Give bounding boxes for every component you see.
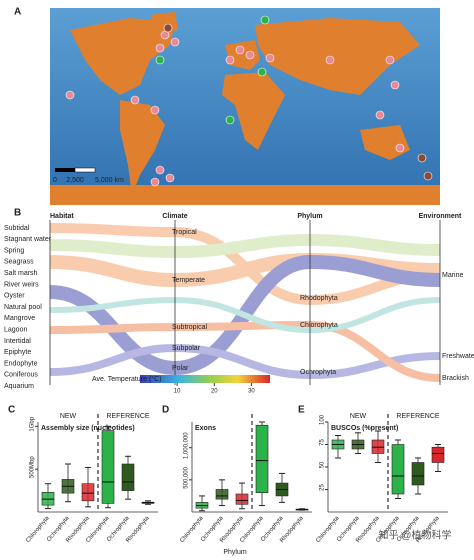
box [101, 430, 115, 504]
climate-label: Polar [172, 365, 189, 372]
y-tick-label: 25 [320, 484, 326, 491]
climate-label: Tropical [172, 229, 197, 236]
colorbar-tick-label: 20 [211, 389, 218, 395]
panel-label: C [8, 405, 15, 416]
environment-label: Marine [442, 272, 464, 279]
column-header: Environment [419, 213, 462, 220]
flows [49, 223, 441, 382]
y-tick-label: 500Mbp [30, 456, 36, 478]
box [235, 493, 249, 505]
group-label: NEW [60, 413, 77, 420]
watermark: 知乎 @植物科学 [379, 529, 452, 542]
phylum-label: Ochrophyta [300, 369, 336, 376]
group-label: REFERENCE [106, 413, 150, 420]
column-header: Habitat [50, 213, 74, 220]
habitat-label: River weirs [4, 281, 39, 288]
phylum-label: Chlorophyta [300, 322, 338, 329]
habitat-label: Coniferous [4, 372, 38, 379]
habitat-label: Salt marsh [4, 270, 38, 277]
colorbar-tick-label: 30 [248, 389, 255, 395]
group-label: REFERENCE [396, 413, 440, 420]
habitat-label: Oyster [4, 293, 25, 300]
panel-label: B [14, 208, 21, 219]
climate-label: Temperate [172, 277, 205, 284]
colorbar-tick-label: 10 [174, 389, 181, 395]
habitat-label: Stagnant water [4, 236, 52, 243]
axis-lines [49, 220, 441, 385]
y-tick-label: 1,000,000 [184, 432, 190, 459]
box [391, 444, 405, 495]
habitat-label: Aquarium [4, 383, 34, 390]
panel-label: D [162, 405, 169, 416]
y-tick-label: 50 [320, 461, 326, 468]
scale-label: 5,000 km [95, 177, 124, 184]
panel-label: E [298, 405, 305, 416]
scale-label: 0 [53, 177, 57, 184]
box [121, 463, 135, 491]
scale-label: 2,500 [66, 177, 84, 184]
y-tick-label: 100 [320, 414, 326, 425]
habitat-label: Endophyte [4, 360, 38, 367]
y-tick-label: 75 [320, 439, 326, 446]
column-header: Phylum [297, 213, 322, 220]
habitat-label: Natural pool [4, 304, 42, 311]
box [81, 483, 95, 502]
habitat-label: Seagrass [4, 259, 34, 266]
panel-label: A [14, 7, 21, 18]
box [431, 446, 445, 463]
box [215, 489, 229, 500]
phylum-label: Rhodophyta [300, 295, 338, 302]
habitat-label: Epiphyte [4, 349, 31, 356]
colorbar-title: Ave. Temperature (°C) [92, 375, 161, 383]
y-tick-label: 1Gbp [30, 416, 36, 431]
panel-title: Assembly size (nucleotides) [41, 425, 135, 432]
scale-bar [74, 167, 96, 173]
environment-label: Brackish [442, 375, 469, 382]
column-header: Climate [162, 213, 187, 220]
climate-label: Subpolar [172, 345, 201, 352]
habitat-label: Subtidal [4, 225, 30, 232]
environment-label: Freshwater [442, 353, 474, 360]
box-panels: C Assembly size (nucleotides) NEW REFERENCE… [8, 405, 448, 544]
habitat-label: Spring [4, 247, 24, 254]
habitat-label: Intertidal [4, 338, 31, 345]
habitat-label: Lagoon [4, 327, 27, 334]
box [255, 424, 269, 494]
group-label: NEW [350, 413, 367, 420]
habitat-label: Mangrove [4, 315, 35, 322]
colorbar [140, 375, 270, 383]
panel-title: BUSCOs (%present) [331, 425, 398, 432]
x-axis-label: Phylum [223, 549, 247, 556]
panel-title: Exons [195, 425, 216, 432]
box [411, 462, 425, 486]
climate-label: Subtropical [172, 324, 207, 331]
alluvial-labels: Habitat Climate Phylum Environment Subtidal S… [4, 213, 474, 395]
sample-points [65, 15, 433, 187]
y-tick-label: 500,000 [184, 466, 190, 488]
